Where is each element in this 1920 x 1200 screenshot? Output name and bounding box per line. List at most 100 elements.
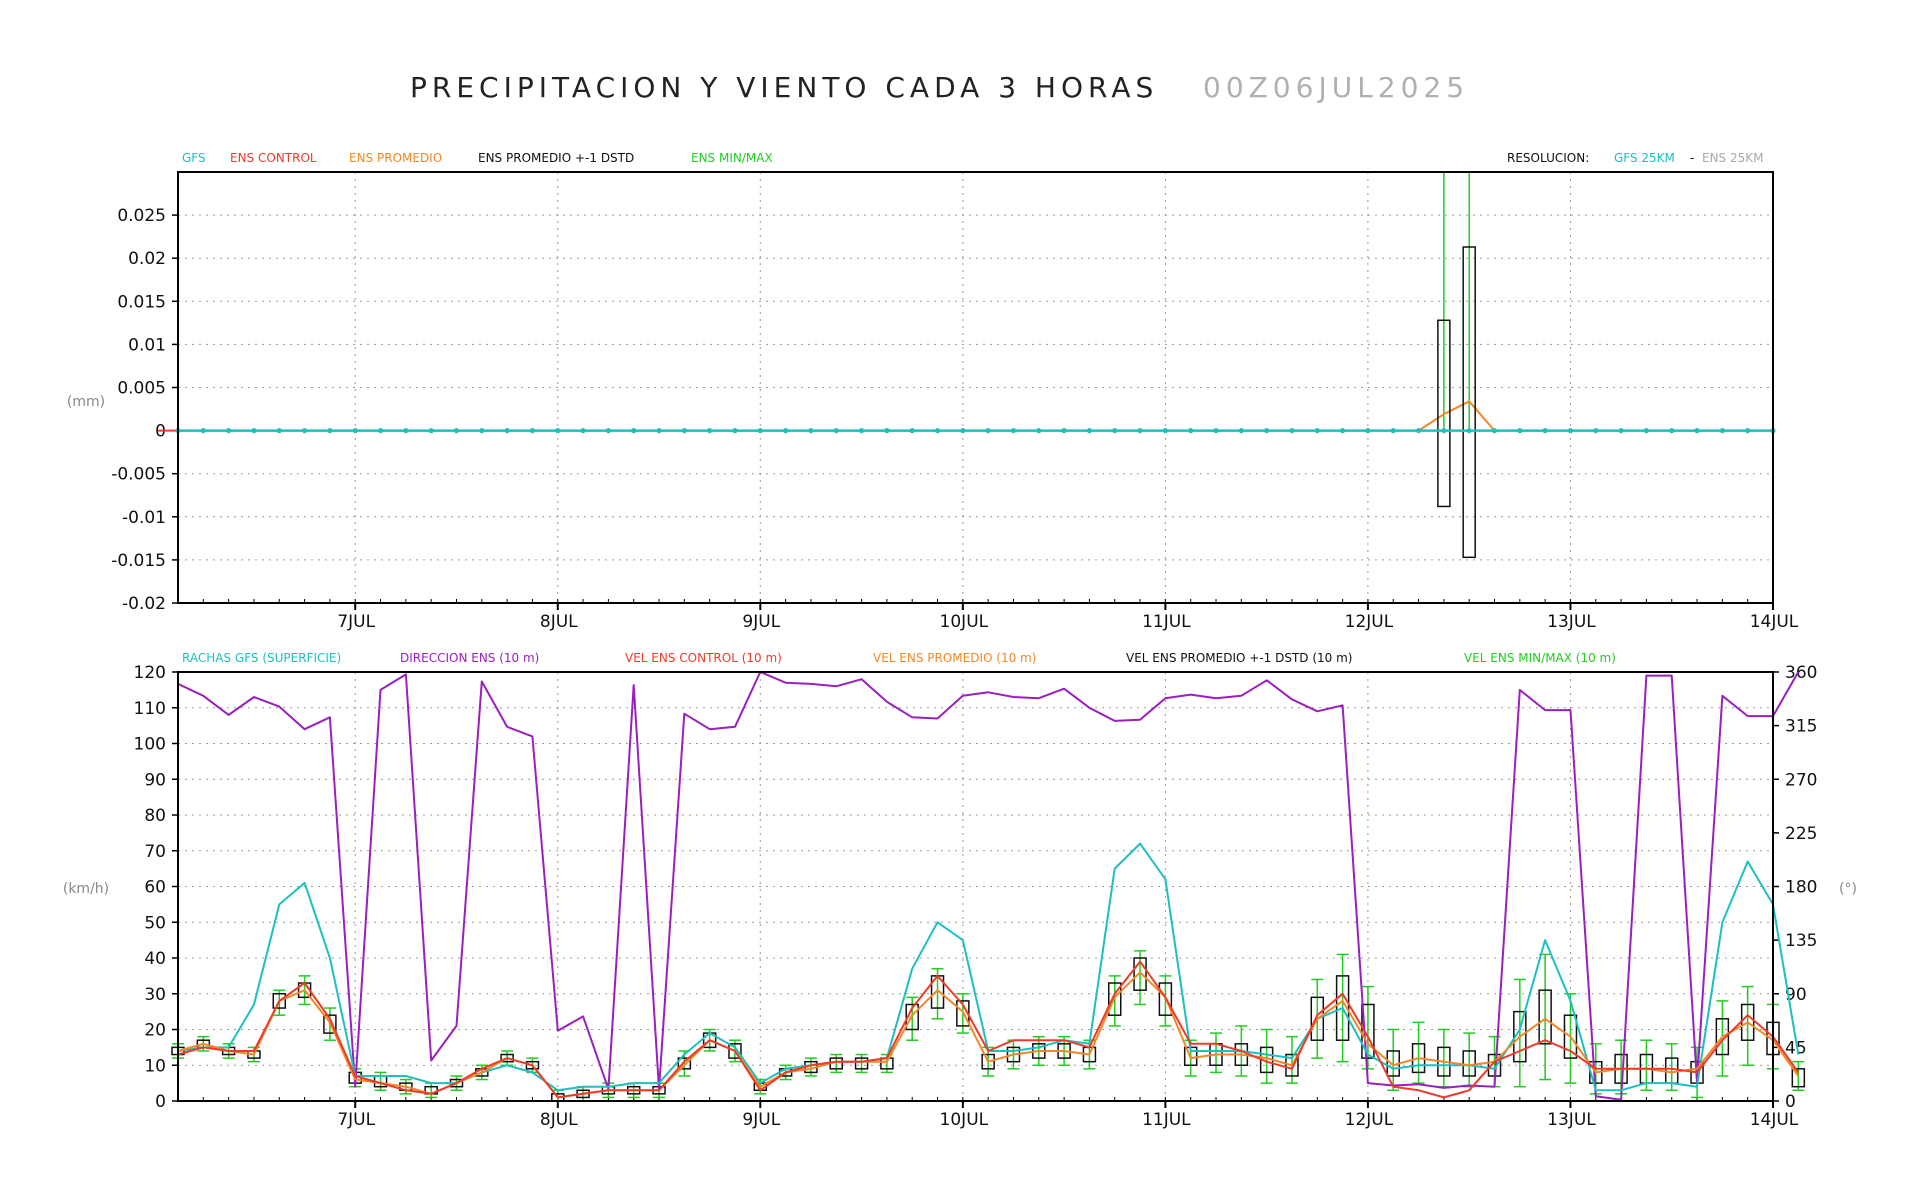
precip-gfs-point: [1238, 428, 1244, 434]
wind-xtick-label: 7JUL: [337, 1110, 375, 1130]
precip-gfs-point: [301, 428, 308, 434]
wind-xtick-label: 9JUL: [742, 1110, 780, 1130]
wind-std-box: [500, 1053, 514, 1063]
legend-direction: DIRECCION ENS (10 m): [400, 651, 539, 665]
plot-layer: 0.025 0.02 0.015 0.01 0.005 0 -0.005 -0.01 -0.01…: [63, 171, 1857, 1130]
precip-ytick-label: 0.015: [117, 292, 166, 312]
precip-gfs-point: [1567, 428, 1574, 434]
wind-xtick-label: 11JUL: [1142, 1110, 1191, 1130]
precip-gfs-point: [833, 428, 839, 434]
wind-ytick-label: 0: [155, 1092, 166, 1112]
wind-std-box: [1513, 1010, 1527, 1063]
wind-ytick-label: 100: [134, 735, 166, 755]
precip-gfs-point: [1745, 428, 1751, 434]
precip-gfs-point: [631, 428, 637, 434]
chart-title: PRECIPITACION Y VIENTO CADA 3 HORAS: [410, 71, 1158, 104]
precip-std-box: [1462, 246, 1476, 559]
legend-vel-std: VEL ENS PROMEDIO +-1 DSTD (10 m): [1126, 651, 1353, 665]
precip-gfs-point: [1162, 428, 1168, 434]
wind-ytick-label: 80: [144, 806, 166, 826]
precip-gfs-point: [1542, 428, 1548, 434]
precip-gfs-point: [327, 428, 333, 434]
wind-mean-line: [177, 971, 1800, 1099]
precip-gfs-point: [1643, 428, 1650, 434]
wind-std-box: [728, 1043, 742, 1059]
legend-vel-minmax: VEL ENS MIN/MAX (10 m): [1464, 651, 1616, 665]
wind-plot-frame: [177, 671, 1774, 1102]
precip-xtick-label: 7JUL: [337, 612, 375, 632]
wind-ytick-right-label: 45: [1785, 1038, 1807, 1058]
precip-gfs-point: [1694, 428, 1700, 434]
precip-gfs-point: [1112, 428, 1118, 434]
wind-control-line: [177, 960, 1800, 1099]
wind-ytick-label: 20: [144, 1021, 166, 1041]
legend-ens-std: ENS PROMEDIO +-1 DSTD: [478, 151, 634, 165]
precip-gfs-point: [1010, 428, 1017, 434]
precip-ytick-label: 0.01: [128, 335, 166, 355]
legend-resolution-label: RESOLUCION:: [1507, 151, 1589, 165]
precip-gfs-point: [580, 428, 586, 434]
wind-std-box: [1158, 982, 1173, 1016]
wind-std-box: [1107, 982, 1122, 1016]
precip-gfs-point: [1137, 428, 1143, 434]
precip-gfs-point: [276, 428, 282, 434]
wind-std-box: [1361, 1003, 1375, 1059]
precip-mean-line: [178, 400, 1773, 432]
run-date: 00Z06JUL2025: [1203, 71, 1469, 104]
precip-gfs-point: [453, 428, 460, 434]
wind-std-box: [1538, 989, 1552, 1045]
wind-ytick-label: 70: [144, 842, 166, 862]
precip-ytick-label: 0.005: [117, 379, 166, 399]
legend-vel-control: VEL ENS CONTROL (10 m): [625, 651, 782, 665]
precip-gfs-point: [1086, 428, 1093, 434]
wind-ytick-right-label: 360: [1785, 663, 1817, 683]
precip-gfs-point: [656, 428, 662, 434]
precip-gfs-point: [1061, 428, 1067, 434]
legend-resolution-gfs: GFS 25KM: [1614, 151, 1675, 165]
legend-ens-minmax: ENS MIN/MAX: [691, 151, 773, 165]
wind-std-box: [1715, 1018, 1730, 1056]
precip-gfs-point: [504, 428, 510, 434]
legend-resolution-ens: ENS 25KM: [1702, 151, 1763, 165]
precip-gfs-point: [1466, 428, 1472, 434]
precip-xtick-label: 14JUL: [1750, 612, 1799, 632]
precip-gfs-point: [1669, 428, 1675, 434]
precip-gfs-point: [757, 428, 763, 434]
precip-gfs-point: [1441, 428, 1447, 434]
precip-plot-frame: [177, 171, 1774, 604]
precip-gfs-point: [1491, 428, 1498, 434]
precip-gfs-point: [1719, 428, 1725, 434]
wind-ytick-right-label: 225: [1785, 824, 1817, 844]
wind-ytick-label: 40: [144, 949, 166, 969]
wind-direction-line: [177, 671, 1800, 1101]
precip-xtick-label: 9JUL: [742, 612, 780, 632]
precip-std-box: [1437, 319, 1451, 508]
precip-ytick-label: -0.02: [122, 594, 166, 614]
precip-gfs-point: [1618, 428, 1624, 434]
legend-ens-mean: ENS PROMEDIO: [349, 151, 442, 165]
wind-std-box: [905, 1003, 919, 1031]
legend-resolution-sep: -: [1690, 151, 1694, 165]
precip-gfs-point: [707, 428, 713, 434]
legend-gusts: RACHAS GFS (SUPERFICIE): [182, 651, 341, 665]
precip-gfs-point: [1036, 428, 1042, 434]
precip-ytick-label: 0.025: [117, 206, 166, 226]
wind-ytick-right-label: 135: [1785, 931, 1817, 951]
wind-std-box: [1285, 1053, 1299, 1077]
precip-gfs-point: [858, 428, 865, 434]
wind-xtick-label: 13JUL: [1547, 1110, 1596, 1130]
precip-gfs-point: [1314, 428, 1320, 434]
precip-gfs-point: [605, 428, 611, 434]
precip-gfs-point: [1415, 428, 1422, 434]
wind-ytick-label: 90: [144, 770, 166, 790]
precip-gfs-point: [960, 428, 966, 434]
wind-ytick-label: 10: [144, 1056, 166, 1076]
wind-ytick-right-label: 0: [1785, 1092, 1796, 1112]
precip-gfs-point: [428, 428, 434, 434]
wind-ytick-right-label: 270: [1785, 770, 1817, 790]
precip-gfs-point: [226, 428, 232, 434]
wind-ylabel-right: (°): [1839, 881, 1857, 897]
wind-xtick-label: 14JUL: [1750, 1110, 1799, 1130]
wind-std-box: [272, 993, 287, 1009]
precip-gfs-point: [200, 428, 206, 434]
